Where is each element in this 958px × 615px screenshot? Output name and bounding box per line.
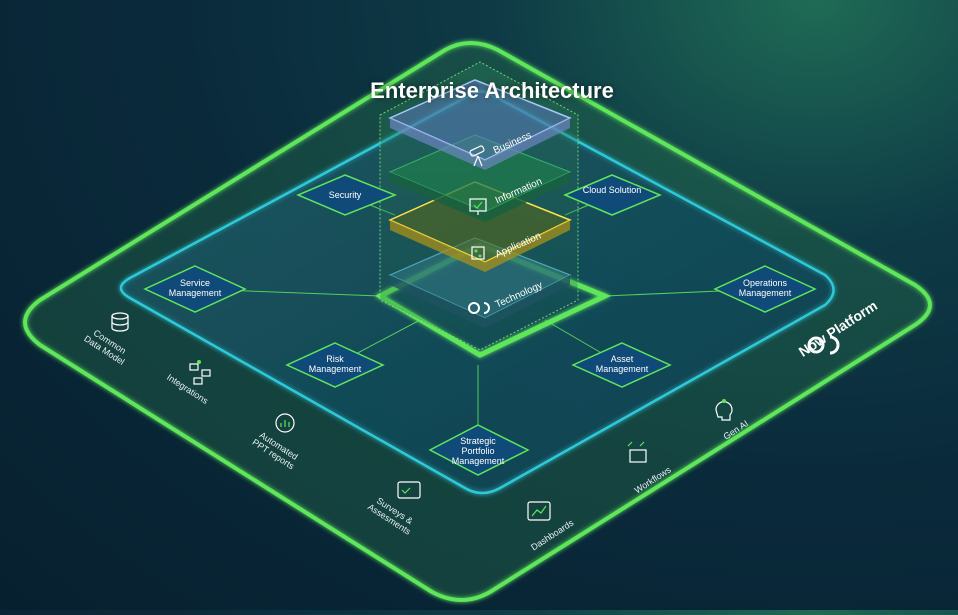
page-title: Enterprise Architecture <box>370 78 614 103</box>
integrations-icon <box>189 360 211 385</box>
telescope-icon <box>469 145 485 167</box>
node-operations[interactable] <box>713 265 817 313</box>
node-label-security: Security <box>328 190 362 200</box>
node-label-service: Service Management <box>168 278 222 298</box>
node-risk[interactable] <box>285 342 385 388</box>
dashboard-icon <box>527 501 551 521</box>
node-label-risk: Risk Management <box>308 354 362 374</box>
monitor-check-icon <box>469 198 487 215</box>
node-label-asset: Asset Management <box>595 354 649 374</box>
workflow-icon <box>471 246 485 260</box>
node-label-spm: Strategic Portfolio Management <box>451 436 505 466</box>
node-label-operations: Operations Management <box>738 278 792 298</box>
node-label-cloud: Cloud Solution <box>582 185 642 195</box>
node-asset[interactable] <box>571 342 672 388</box>
survey-icon <box>397 481 421 499</box>
node-security[interactable] <box>296 174 398 216</box>
ai-head-icon <box>715 399 733 421</box>
report-icon <box>275 413 295 433</box>
now-logo-icon <box>468 302 490 314</box>
now-platform-logo-icon <box>807 335 840 355</box>
database-icon <box>111 312 129 332</box>
node-cloud[interactable] <box>563 174 662 216</box>
node-service[interactable] <box>143 265 247 313</box>
node-spm[interactable] <box>428 424 530 476</box>
workflow-capability-icon <box>627 441 647 463</box>
